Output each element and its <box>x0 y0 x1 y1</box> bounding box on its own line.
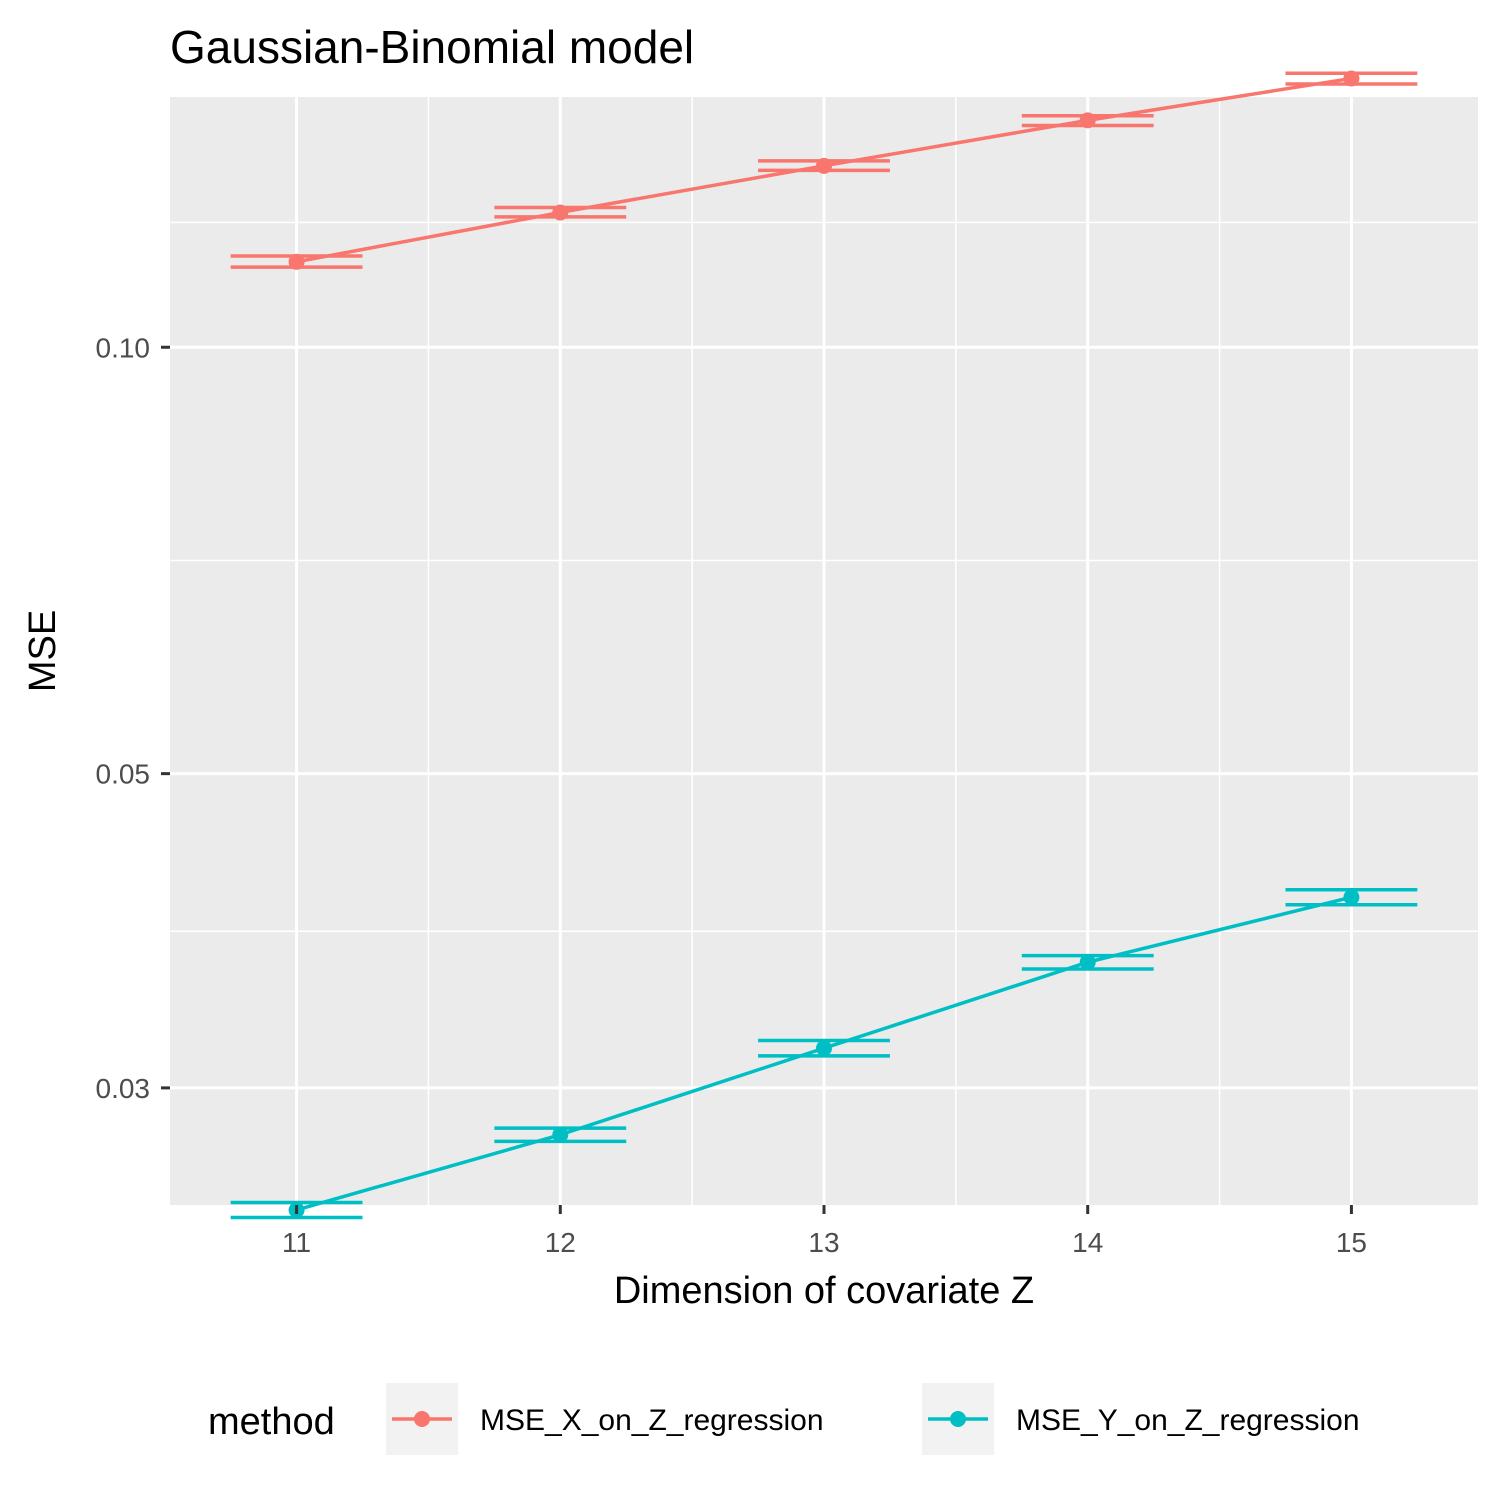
data-point <box>1079 954 1096 971</box>
data-point <box>816 1040 832 1057</box>
y-tick-label: 0.05 <box>96 759 151 790</box>
y-tick-label: 0.03 <box>96 1073 151 1104</box>
data-point <box>552 1126 569 1143</box>
legend-items: MSE_X_on_Z_regression MSE_Y_on_Z_regressi… <box>386 1383 1360 1455</box>
legend-label: MSE_Y_on_Z_regression <box>1016 1404 1360 1437</box>
legend-item-2: MSE_Y_on_Z_regression <box>922 1383 1360 1455</box>
legend-item-1: MSE_X_on_Z_regression <box>386 1383 824 1455</box>
chart-title: Gaussian-Binomial model <box>170 21 694 73</box>
series-2 <box>230 888 1418 1220</box>
series-1 <box>230 70 1418 270</box>
data-point <box>1343 889 1360 906</box>
y-tick-label: 0.10 <box>96 332 151 363</box>
legend-key-point <box>950 1411 966 1427</box>
x-tick-label: 11 <box>282 1227 311 1258</box>
data-point <box>552 204 569 221</box>
y-axis-title: MSE <box>22 610 64 692</box>
legend: method MSE_X_on_Z_regression MSE_Y_on_Z_r… <box>208 1383 1360 1455</box>
legend-label: MSE_X_on_Z_regression <box>480 1404 824 1437</box>
x-tick-label: 13 <box>808 1227 839 1258</box>
x-tick-label: 15 <box>1336 1227 1367 1258</box>
series-layer <box>230 70 1418 1220</box>
data-point <box>288 253 305 270</box>
axis-ticks: 11 12 13 14 15 0.10 0.05 0.03 <box>96 332 1367 1258</box>
data-point <box>816 157 832 174</box>
data-point <box>1079 112 1096 129</box>
data-point <box>1343 70 1360 87</box>
legend-key-point <box>414 1411 430 1427</box>
major-gridlines <box>170 97 1478 1205</box>
x-tick-label: 14 <box>1072 1227 1103 1258</box>
legend-title: method <box>208 1401 335 1443</box>
x-axis-title: Dimension of covariate Z <box>614 1270 1034 1312</box>
x-tick-label: 12 <box>545 1227 576 1258</box>
